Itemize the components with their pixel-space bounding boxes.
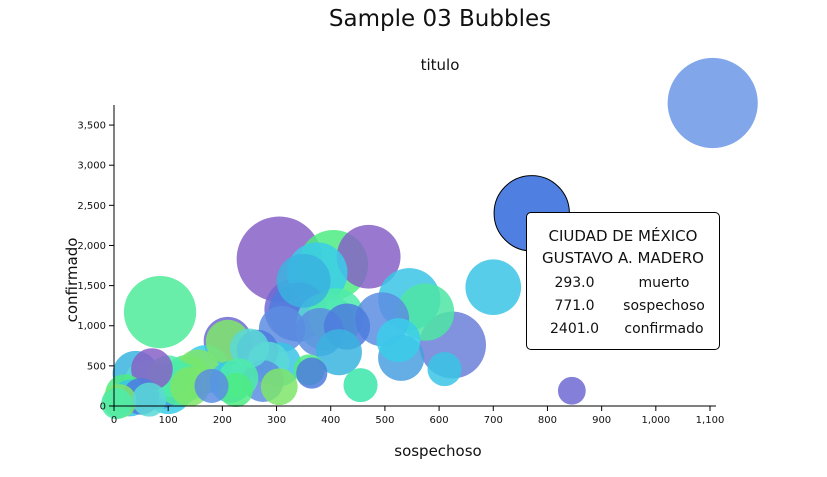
- x-axis-label: sospechoso: [394, 442, 481, 460]
- y-tick-label: 2,000: [77, 241, 106, 252]
- bubble[interactable]: [315, 329, 362, 376]
- bubble[interactable]: [260, 368, 298, 406]
- x-tick-label: 700: [484, 415, 503, 426]
- bubble[interactable]: [343, 368, 378, 403]
- x-tick-label: 0: [111, 415, 117, 426]
- tooltip-row-confirmado: 2401.0 confirmado: [527, 320, 719, 338]
- y-tick-label: 3,000: [77, 161, 106, 172]
- x-tick-label: 1,000: [641, 415, 670, 426]
- x-tick-label: 300: [267, 415, 286, 426]
- bubbles-layer: [101, 57, 758, 420]
- chart-title: Sample 03 Bubbles: [328, 6, 552, 32]
- y-tick-label: 2,500: [77, 201, 106, 212]
- bubble[interactable]: [336, 224, 401, 289]
- bubble-tooltip: CIUDAD DE MÉXICO GUSTAVO A. MADERO 293.0…: [526, 212, 720, 350]
- tooltip-name-line-2: GUSTAVO A. MADERO: [542, 249, 704, 267]
- y-axis-label: confirmado: [63, 238, 81, 323]
- bubble[interactable]: [557, 376, 586, 405]
- x-tick-label: 500: [375, 415, 394, 426]
- x-tick-label: 600: [430, 415, 449, 426]
- bubble[interactable]: [296, 357, 328, 389]
- bubble[interactable]: [229, 328, 270, 368]
- x-tick-label: 800: [538, 415, 557, 426]
- tooltip-row-muerto: 293.0 muerto: [527, 274, 719, 292]
- chart-subtitle: titulo: [420, 56, 460, 74]
- bubble[interactable]: [132, 382, 167, 417]
- y-tick-label: 500: [87, 361, 106, 372]
- x-tick-label: 1,100: [696, 415, 725, 426]
- bubble[interactable]: [427, 352, 462, 387]
- x-tick-label: 200: [213, 415, 232, 426]
- tooltip-row-sospechoso: 771.0 sospechoso: [527, 297, 719, 315]
- tooltip-value: 2401.0: [550, 321, 599, 337]
- bubble[interactable]: [101, 388, 133, 420]
- tooltip-key: sospechoso: [623, 298, 705, 314]
- y-tick-label: 1,000: [77, 321, 106, 332]
- bubble[interactable]: [194, 368, 229, 403]
- bubble[interactable]: [123, 275, 197, 349]
- y-tick-label: 3,500: [77, 121, 106, 132]
- y-tick-label: 0: [100, 402, 106, 413]
- axes-layer: 0 100 200 300 400 500 600 700 800 900 1,000 1,100 0 5…: [77, 105, 724, 426]
- tooltip-key: confirmado: [624, 321, 704, 337]
- y-tick-label: 1,500: [77, 281, 106, 292]
- x-tick-label: 100: [159, 415, 178, 426]
- x-tick-label: 900: [592, 415, 611, 426]
- bubble[interactable]: [465, 259, 522, 316]
- bubble[interactable]: [667, 57, 758, 149]
- tooltip-value: 771.0: [554, 298, 595, 314]
- tooltip-name-line-1: CIUDAD DE MÉXICO: [548, 227, 698, 245]
- tooltip-value: 293.0: [554, 275, 595, 291]
- tooltip-key: muerto: [638, 275, 690, 291]
- bubble[interactable]: [276, 253, 331, 308]
- bubble[interactable]: [376, 318, 421, 363]
- x-tick-label: 400: [321, 415, 340, 426]
